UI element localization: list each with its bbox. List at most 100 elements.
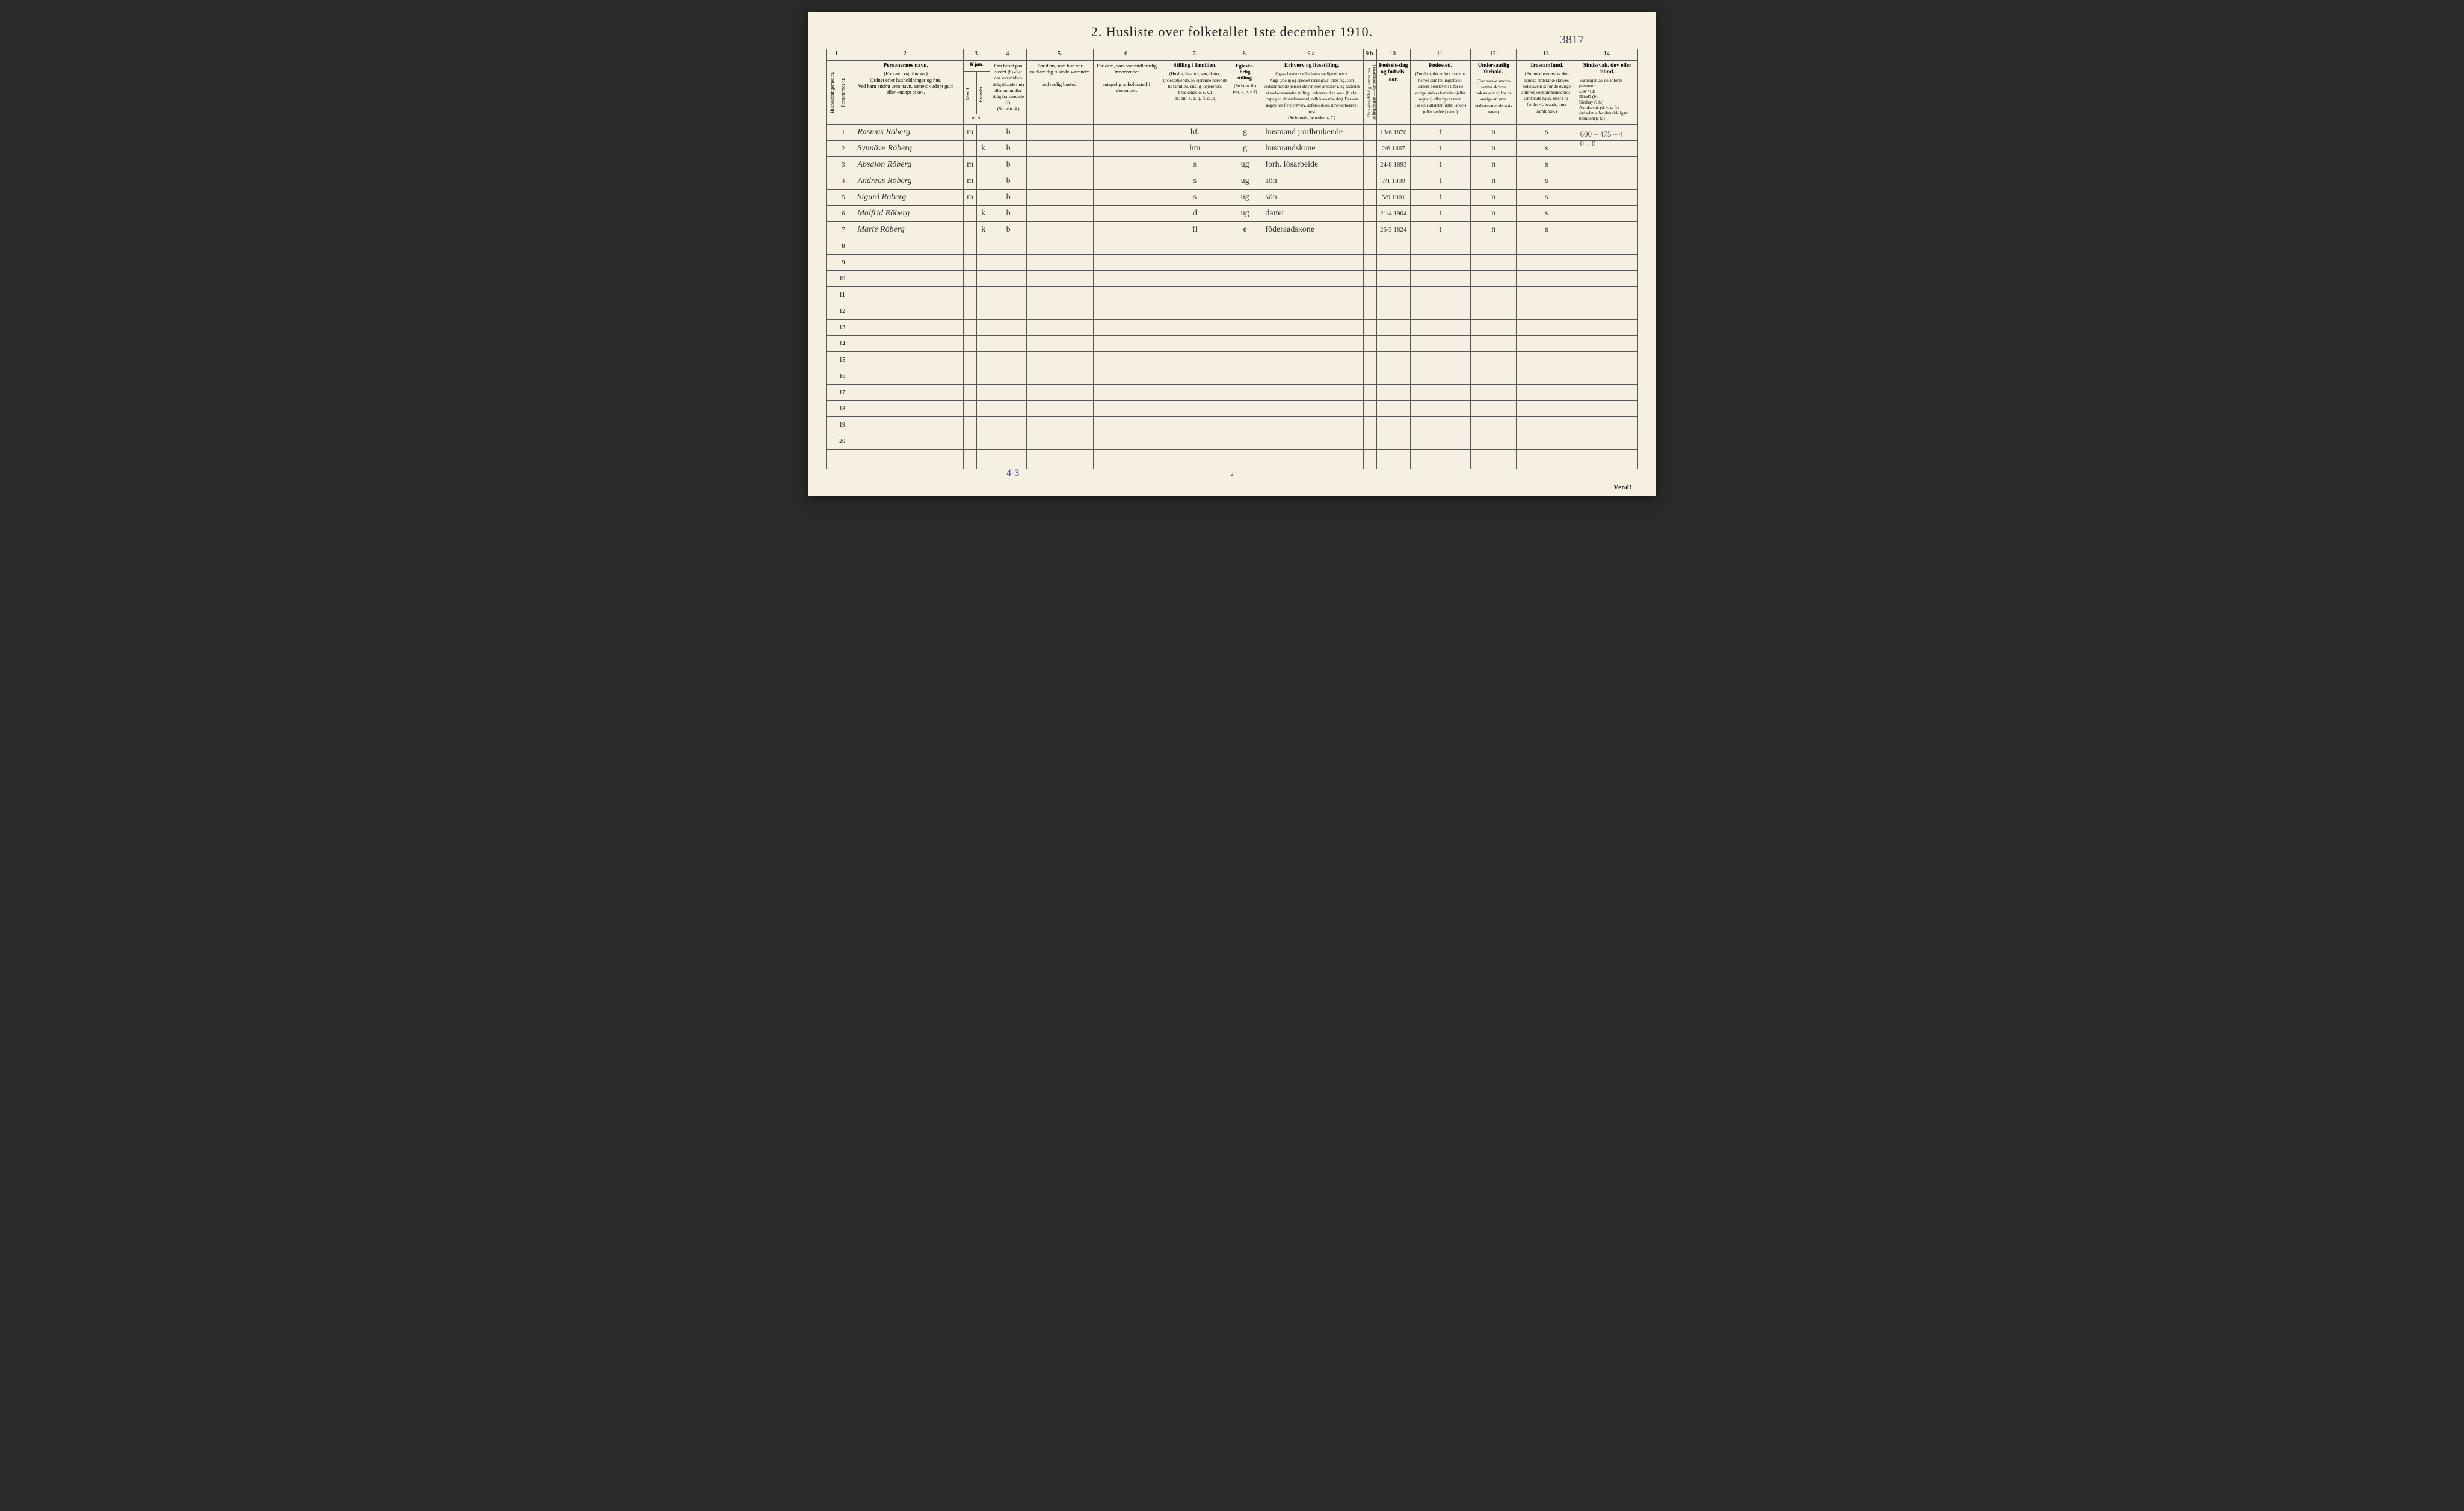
empty-cell xyxy=(1026,401,1093,417)
cell-sindssvak xyxy=(1577,173,1638,190)
empty-cell xyxy=(1230,336,1260,352)
header-erhverv: Erhverv og livsstilling. Ogsaa husmors e… xyxy=(1260,61,1364,125)
empty-cell xyxy=(1410,385,1471,401)
cell-dob: 13/6 1870 xyxy=(1377,125,1410,141)
cell-undersaat: n xyxy=(1471,173,1517,190)
cell-sindssvak xyxy=(1577,222,1638,238)
cell-egteskab: ug xyxy=(1230,157,1260,173)
empty-cell xyxy=(1260,385,1364,401)
colnum-3: 3. xyxy=(964,49,990,61)
cell-undersaat: n xyxy=(1471,190,1517,206)
cell-tro: s xyxy=(1517,206,1577,222)
cell-bosat: b xyxy=(990,190,1027,206)
cell-bosat: b xyxy=(990,222,1027,238)
cell-egteskab: ug xyxy=(1230,206,1260,222)
empty-cell xyxy=(1577,255,1638,271)
cell-person-nr: 9 xyxy=(837,255,848,271)
empty-cell xyxy=(1160,433,1230,450)
empty-cell xyxy=(964,271,977,287)
colnum-4: 4. xyxy=(990,49,1027,61)
empty-cell xyxy=(1093,255,1160,271)
cell-person-nr: 7 xyxy=(837,222,848,238)
cell-dob: 24/8 1893 xyxy=(1377,157,1410,173)
empty-cell xyxy=(1410,238,1471,255)
empty-cell xyxy=(990,271,1027,287)
colnum-8: 8. xyxy=(1230,49,1260,61)
empty-cell xyxy=(1363,287,1376,303)
cell-fodested: t xyxy=(1410,125,1471,141)
empty-cell xyxy=(1517,385,1577,401)
empty-cell xyxy=(1230,433,1260,450)
empty-cell xyxy=(848,352,964,368)
top-right-annotation: 600 – 475 – 4 0 – 0 xyxy=(1580,129,1624,149)
empty-cell xyxy=(1471,271,1517,287)
empty-cell xyxy=(1260,287,1364,303)
cell-m xyxy=(964,141,977,157)
cell-k: k xyxy=(977,141,990,157)
empty-cell xyxy=(1230,385,1260,401)
empty-cell xyxy=(1260,433,1364,450)
colnum-9a: 9 a. xyxy=(1260,49,1364,61)
empty-cell xyxy=(1471,417,1517,433)
empty-cell xyxy=(1577,401,1638,417)
empty-cell xyxy=(1026,320,1093,336)
empty-cell xyxy=(1093,287,1160,303)
cell-hushold xyxy=(827,271,837,287)
empty-cell xyxy=(1377,417,1410,433)
empty-cell xyxy=(964,336,977,352)
cell-fravaerende xyxy=(1093,222,1160,238)
cell-person-nr: 8 xyxy=(837,238,848,255)
empty-cell xyxy=(964,352,977,368)
cell-dob: 21/4 1904 xyxy=(1377,206,1410,222)
empty-cell xyxy=(1260,401,1364,417)
cell-tro: s xyxy=(1517,157,1577,173)
empty-cell xyxy=(990,287,1027,303)
empty-cell xyxy=(1517,287,1577,303)
table-row-empty: 18 xyxy=(827,401,1638,417)
empty-cell xyxy=(1471,287,1517,303)
cell-egteskab: e xyxy=(1230,222,1260,238)
cell-tilstede xyxy=(1026,173,1093,190)
header-bosat: Om bosat paa stedet (b) eller om kun mid… xyxy=(990,61,1027,125)
cell-k: k xyxy=(977,222,990,238)
empty-cell xyxy=(1026,287,1093,303)
empty-cell xyxy=(848,336,964,352)
table-row: 1Rasmus Röbergmbhf.ghusmand jordbrukende… xyxy=(827,125,1638,141)
cell-bosat: b xyxy=(990,173,1027,190)
empty-cell xyxy=(1517,271,1577,287)
empty-cell xyxy=(1230,255,1260,271)
empty-cell xyxy=(1363,385,1376,401)
census-page: 3817 600 – 475 – 4 0 – 0 2. Husliste ove… xyxy=(808,12,1656,496)
cell-arbeidsledig xyxy=(1363,157,1376,173)
empty-cell xyxy=(964,401,977,417)
colnum-9b: 9 b. xyxy=(1363,49,1376,61)
header-sindssvak: Sindssvak, døv eller blind. Var nogen av… xyxy=(1577,61,1638,125)
empty-cell xyxy=(848,320,964,336)
cell-fodested: t xyxy=(1410,206,1471,222)
table-row-empty: 17 xyxy=(827,385,1638,401)
header-arbeidsledig: Hvis arbeidsledig, sættes paa tællingsda… xyxy=(1363,61,1376,125)
table-row-empty: 19 xyxy=(827,417,1638,433)
empty-cell xyxy=(1260,238,1364,255)
empty-cell xyxy=(1471,385,1517,401)
empty-cell xyxy=(1260,417,1364,433)
cell-hushold xyxy=(827,141,837,157)
table-row: 3Absalon Röbergmbsugforh. lösarbeide24/8… xyxy=(827,157,1638,173)
table-row-empty: 16 xyxy=(827,368,1638,385)
cell-arbeidsledig xyxy=(1363,222,1376,238)
empty-cell xyxy=(1471,368,1517,385)
header-stilling-familie: Stilling i familien. (Husfar, husmor, sø… xyxy=(1160,61,1230,125)
empty-cell xyxy=(1363,433,1376,450)
empty-cell xyxy=(1410,287,1471,303)
empty-cell xyxy=(1160,238,1230,255)
cell-k: k xyxy=(977,206,990,222)
empty-cell xyxy=(977,271,990,287)
cell-person-nr: 15 xyxy=(837,352,848,368)
header-undersaatlig: Undersaatlig forhold. (For norske under-… xyxy=(1471,61,1517,125)
cell-fravaerende xyxy=(1093,206,1160,222)
cell-k xyxy=(977,125,990,141)
empty-cell xyxy=(1363,336,1376,352)
cell-egteskab: ug xyxy=(1230,173,1260,190)
empty-cell xyxy=(1410,271,1471,287)
cell-person-nr: 2 xyxy=(837,141,848,157)
